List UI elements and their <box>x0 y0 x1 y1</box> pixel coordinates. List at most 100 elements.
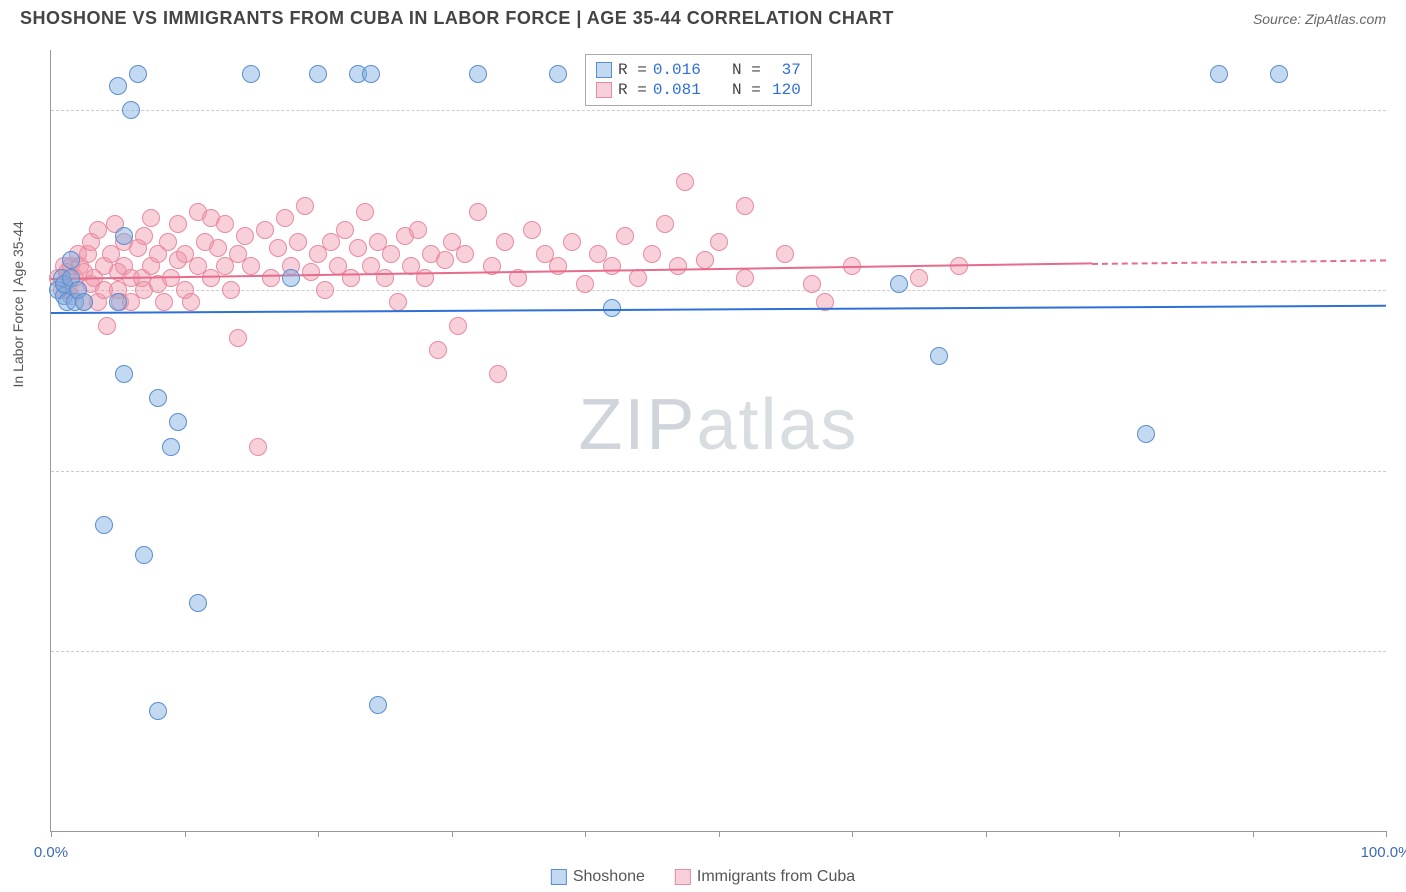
data-point <box>469 203 487 221</box>
data-point <box>449 317 467 335</box>
gridline <box>51 290 1386 291</box>
watermark-bold: ZIP <box>578 385 696 465</box>
stats-swatch <box>596 82 612 98</box>
data-point <box>262 269 280 287</box>
r-value: 0.081 <box>653 81 701 99</box>
data-point <box>159 233 177 251</box>
data-point <box>523 221 541 239</box>
data-point <box>135 546 153 564</box>
chart-title: SHOSHONE VS IMMIGRANTS FROM CUBA IN LABO… <box>20 8 894 29</box>
data-point <box>736 197 754 215</box>
data-point <box>115 227 133 245</box>
data-point <box>242 65 260 83</box>
watermark: ZIPatlas <box>578 384 858 466</box>
data-point <box>669 257 687 275</box>
data-point <box>549 257 567 275</box>
stats-row: R = 0.016 N = 37 <box>596 61 801 79</box>
n-value: 37 <box>767 61 801 79</box>
data-point <box>643 245 661 263</box>
data-point <box>930 347 948 365</box>
legend-swatch-shoshone <box>551 869 567 885</box>
data-point <box>890 275 908 293</box>
data-point <box>109 77 127 95</box>
data-point <box>149 389 167 407</box>
x-tick <box>585 831 586 837</box>
legend-label-shoshone: Shoshone <box>573 868 645 886</box>
data-point <box>776 245 794 263</box>
data-point <box>456 245 474 263</box>
data-point <box>162 438 180 456</box>
r-label: R = <box>618 81 647 99</box>
n-label: N = <box>732 81 761 99</box>
scatter-chart: ZIPatlas 55.0%70.0%85.0%100.0%0.0%100.0%… <box>50 50 1386 832</box>
data-point <box>549 65 567 83</box>
data-point <box>236 227 254 245</box>
x-tick <box>1253 831 1254 837</box>
data-point <box>155 293 173 311</box>
r-value: 0.016 <box>653 61 701 79</box>
data-point <box>302 263 320 281</box>
data-point <box>75 293 93 311</box>
data-point <box>142 209 160 227</box>
data-point <box>182 293 200 311</box>
data-point <box>129 65 147 83</box>
x-tick <box>51 831 52 837</box>
data-point <box>229 329 247 347</box>
x-tick <box>1119 831 1120 837</box>
data-point <box>109 293 127 311</box>
stats-box: R = 0.016 N = 37 R = 0.081 N = 120 <box>585 54 812 106</box>
regression-line-dashed <box>1092 259 1386 265</box>
x-tick <box>185 831 186 837</box>
data-point <box>603 257 621 275</box>
legend-label-cuba: Immigrants from Cuba <box>697 868 855 886</box>
data-point <box>910 269 928 287</box>
x-tick <box>452 831 453 837</box>
data-point <box>216 215 234 233</box>
regression-line <box>51 305 1386 314</box>
data-point <box>696 251 714 269</box>
data-point <box>369 696 387 714</box>
data-point <box>149 702 167 720</box>
n-value: 120 <box>767 81 801 99</box>
legend-item-cuba: Immigrants from Cuba <box>675 868 855 886</box>
gridline <box>51 651 1386 652</box>
data-point <box>115 365 133 383</box>
y-tick-label: 85.0% <box>1396 282 1406 299</box>
data-point <box>296 197 314 215</box>
gridline <box>51 110 1386 111</box>
data-point <box>98 317 116 335</box>
x-tick <box>986 831 987 837</box>
data-point <box>803 275 821 293</box>
n-label: N = <box>732 61 761 79</box>
data-point <box>1137 425 1155 443</box>
y-axis-label: In Labor Force | Age 35-44 <box>10 221 26 387</box>
data-point <box>169 413 187 431</box>
data-point <box>289 233 307 251</box>
x-tick-label: 0.0% <box>34 844 68 861</box>
data-point <box>256 221 274 239</box>
x-tick <box>318 831 319 837</box>
data-point <box>676 173 694 191</box>
stats-swatch <box>596 62 612 78</box>
stats-row: R = 0.081 N = 120 <box>596 81 801 99</box>
data-point <box>469 65 487 83</box>
data-point <box>62 251 80 269</box>
data-point <box>1210 65 1228 83</box>
data-point <box>349 239 367 257</box>
data-point <box>342 269 360 287</box>
watermark-thin: atlas <box>696 385 858 465</box>
data-point <box>616 227 634 245</box>
data-point <box>209 239 227 257</box>
data-point <box>122 101 140 119</box>
legend-swatch-cuba <box>675 869 691 885</box>
data-point <box>189 594 207 612</box>
data-point <box>356 203 374 221</box>
legend-item-shoshone: Shoshone <box>551 868 645 886</box>
x-tick <box>719 831 720 837</box>
r-label: R = <box>618 61 647 79</box>
data-point <box>89 221 107 239</box>
data-point <box>316 281 334 299</box>
data-point <box>563 233 581 251</box>
data-point <box>736 269 754 287</box>
data-point <box>276 209 294 227</box>
